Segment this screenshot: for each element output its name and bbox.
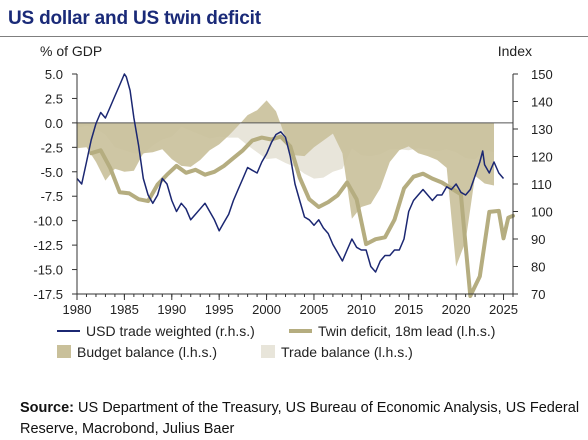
right-tick-label: 110 (531, 177, 552, 192)
right-tick-label: 120 (531, 150, 553, 165)
x-tick-label: 2025 (489, 302, 518, 317)
legend-swatch-trade (261, 345, 275, 358)
left-tick-label: 2.5 (45, 91, 63, 106)
x-tick-label: 1995 (205, 302, 234, 317)
budget-balance-area (77, 100, 494, 267)
twin-deficit-chart: % of GDP Index 5.0 2.5 0.0 -2.5 -5.0 -7.5 -10.0 -… (33, 43, 553, 360)
right-tick-label: 140 (531, 95, 553, 110)
right-tick-label: 100 (531, 205, 553, 220)
left-axis-title: % of GDP (40, 43, 102, 59)
right-tick-label: 150 (531, 67, 553, 82)
source-label: Source: (20, 400, 74, 416)
right-tick-label: 70 (531, 287, 545, 302)
title-divider (0, 36, 588, 37)
usd-trade-weighted-line (76, 73, 505, 273)
left-tick-label: -15.0 (33, 263, 63, 278)
legend-label-twin: Twin deficit, 18m lead (l.h.s.) (318, 323, 495, 339)
twin-deficit-line (89, 134, 515, 298)
right-tick-label: 90 (531, 232, 545, 247)
right-axis-title: Index (498, 43, 532, 59)
x-tick-label: 2020 (442, 302, 471, 317)
x-tick-label: 1980 (63, 302, 92, 317)
left-tick-label: -2.5 (41, 140, 63, 155)
left-tick-label: -7.5 (41, 189, 63, 204)
x-tick-label: 2005 (299, 302, 328, 317)
left-tick-label: -10.0 (33, 214, 63, 229)
legend: USD trade weighted (r.h.s.) Twin deficit,… (57, 323, 495, 360)
left-tick-label: 0.0 (45, 116, 63, 131)
source-note: Source: US Department of the Treasury, U… (20, 398, 580, 440)
left-tick-label: 5.0 (45, 67, 63, 82)
x-tick-label: 2015 (394, 302, 423, 317)
legend-label-usd: USD trade weighted (r.h.s.) (86, 323, 255, 339)
right-tick-label: 130 (531, 122, 553, 137)
right-tick-label: 80 (531, 260, 545, 275)
x-tick-label: 1990 (157, 302, 186, 317)
left-tick-label: -5.0 (41, 165, 63, 180)
legend-label-trade: Trade balance (l.h.s.) (281, 344, 413, 360)
x-tick-label: 2000 (252, 302, 281, 317)
left-tick-label: -17.5 (33, 287, 63, 302)
x-tick-label: 1985 (110, 302, 139, 317)
x-tick-label: 2010 (347, 302, 376, 317)
legend-label-budget: Budget balance (l.h.s.) (77, 344, 217, 360)
source-text: US Department of the Treasury, US Bureau… (20, 400, 580, 437)
left-tick-label: -12.5 (33, 238, 63, 253)
chart-title: US dollar and US twin deficit (8, 8, 261, 29)
legend-swatch-budget (57, 345, 71, 358)
